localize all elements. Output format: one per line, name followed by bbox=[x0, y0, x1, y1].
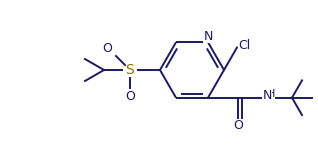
Text: N: N bbox=[203, 30, 213, 43]
Text: S: S bbox=[126, 63, 135, 77]
Text: Cl: Cl bbox=[238, 39, 250, 52]
Text: H: H bbox=[267, 89, 275, 99]
Text: O: O bbox=[125, 90, 135, 104]
Text: O: O bbox=[102, 42, 112, 56]
Text: N: N bbox=[262, 89, 272, 102]
Text: O: O bbox=[233, 119, 243, 132]
